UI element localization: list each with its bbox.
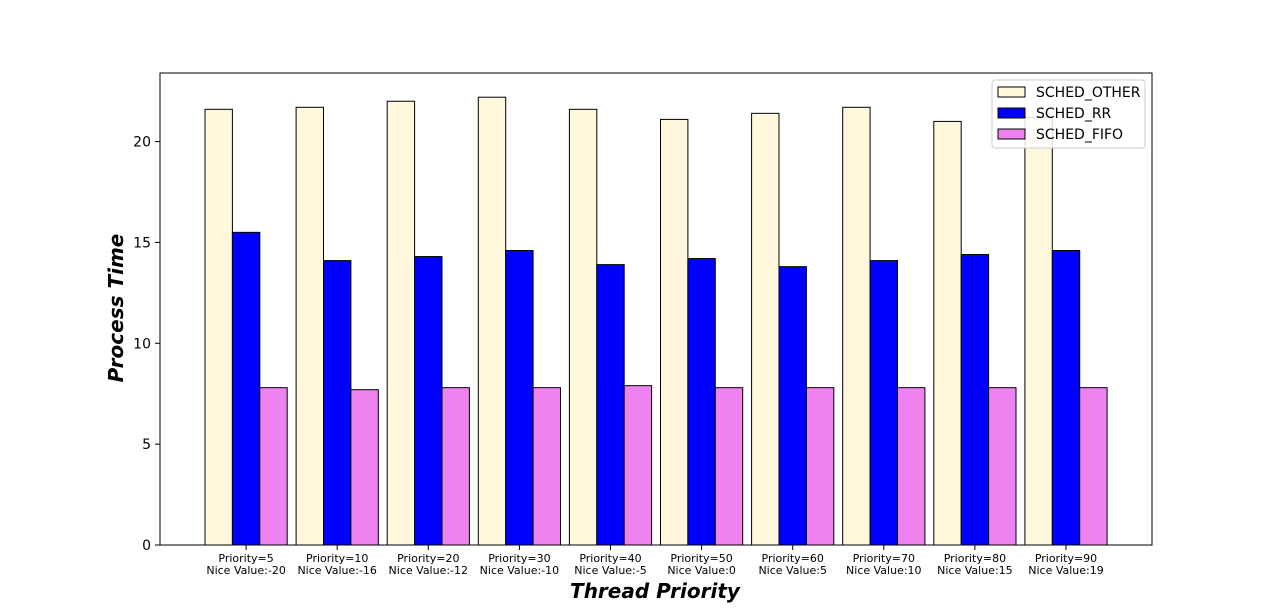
plot-frame [159, 72, 1153, 546]
bar-sched-fifo-9 [988, 387, 1017, 546]
x-tick-label: Priority=60 [762, 552, 824, 565]
x-tick-label: Nice Value:19 [1028, 564, 1104, 577]
bar-sched-rr-4 [505, 250, 534, 546]
x-tick-label: Priority=70 [853, 552, 915, 565]
bars-layer [204, 96, 1108, 546]
bar-sched-other-8 [842, 106, 871, 546]
bar-sched-fifo-10 [1079, 387, 1108, 546]
bar-sched-other-2 [295, 106, 325, 546]
bar-sched-other-6 [660, 118, 689, 546]
x-tick-label: Priority=50 [670, 552, 732, 565]
bar-sched-rr-7 [778, 266, 807, 546]
bar-sched-other-10 [1024, 116, 1053, 546]
bar-sched-rr-9 [960, 254, 990, 546]
x-axis-title: Thread Priority [570, 579, 741, 603]
bar-sched-rr-1 [231, 231, 261, 546]
bar-sched-fifo-3 [441, 387, 470, 546]
y-axis-title: Process Time [104, 234, 128, 383]
y-tick-label: 0 [142, 538, 151, 554]
bar-sched-other-3 [386, 100, 416, 546]
legend-label-sched-other: SCHED_OTHER [1036, 85, 1141, 101]
legend-label-sched-fifo: SCHED_FIFO [1036, 127, 1123, 143]
x-tick-label: Priority=40 [579, 552, 641, 565]
y-axis: 0 5 10 15 20 [133, 135, 160, 554]
x-tick-label: Nice Value:0 [667, 564, 736, 577]
bar-sched-rr-6 [687, 258, 716, 546]
bar-sched-rr-2 [323, 260, 352, 546]
x-tick-label: Priority=5 [218, 552, 273, 565]
legend-box [991, 79, 1146, 149]
y-tick-label: 15 [133, 235, 151, 251]
bar-sched-rr-3 [414, 256, 443, 546]
bar-sched-rr-8 [869, 260, 898, 546]
y-tick-label: 10 [133, 336, 151, 352]
legend: SCHED_OTHER SCHED_RR SCHED_FIFO [991, 79, 1146, 149]
y-tick-label: 5 [142, 437, 151, 453]
x-tick-label: Priority=80 [944, 552, 1006, 565]
legend-label-sched-rr: SCHED_RR [1036, 106, 1112, 122]
x-tick-label: Priority=30 [488, 552, 550, 565]
x-tick-label: Nice Value:-20 [206, 564, 285, 577]
x-tick-label: Nice Value:15 [937, 564, 1013, 577]
x-tick-label: Priority=90 [1035, 552, 1097, 565]
x-tick-label: Priority=20 [397, 552, 459, 565]
legend-swatch-sched-other [997, 86, 1026, 98]
bar-sched-rr-5 [596, 264, 625, 546]
bar-sched-fifo-6 [714, 387, 744, 546]
bar-sched-other-9 [933, 120, 962, 546]
bar-sched-fifo-8 [897, 387, 926, 546]
bar-sched-other-7 [751, 112, 780, 546]
bar-sched-fifo-2 [350, 389, 379, 546]
bar-sched-fifo-5 [623, 385, 653, 546]
bar-sched-other-1 [204, 108, 233, 546]
bar-sched-other-4 [477, 96, 507, 546]
bar-sched-other-5 [568, 108, 598, 546]
x-tick-label: Nice Value:5 [758, 564, 827, 577]
x-tick-label: Nice Value:-5 [574, 564, 646, 577]
legend-swatch-sched-fifo [997, 128, 1026, 140]
bar-sched-fifo-7 [805, 387, 835, 546]
bar-sched-rr-10 [1051, 250, 1081, 546]
x-tick-label: Nice Value:10 [846, 564, 922, 577]
x-tick-label: Nice Value:-16 [297, 564, 376, 577]
x-tick-label: Nice Value:-10 [480, 564, 559, 577]
y-tick-label: 20 [133, 135, 151, 151]
x-tick-label: Nice Value:-12 [389, 564, 468, 577]
bar-sched-fifo-1 [259, 387, 288, 546]
x-tick-label: Priority=10 [306, 552, 368, 565]
bar-sched-fifo-4 [532, 387, 561, 546]
legend-swatch-sched-rr [997, 107, 1026, 119]
